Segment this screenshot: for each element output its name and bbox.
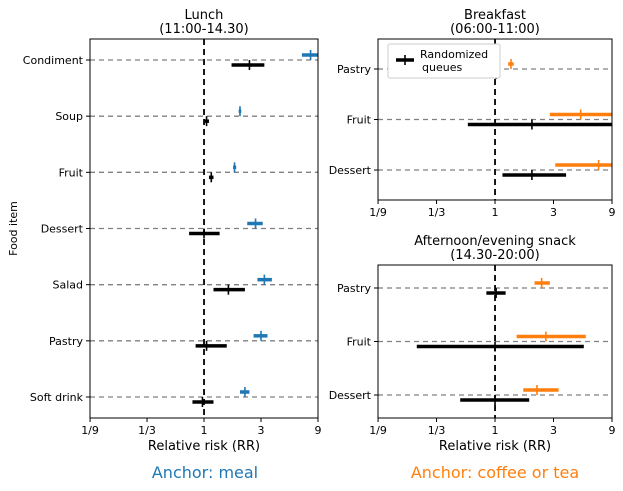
x-axis-label: Relative risk (RR) — [439, 439, 551, 454]
x-tick-label: 1/3 — [428, 424, 446, 437]
panel-breakfast: Breakfast(06:00-11:00) Pastry Fruit Dessert… — [329, 8, 616, 219]
x-tick-label: 3 — [550, 424, 557, 437]
y-tick-label: Dessert — [329, 389, 372, 402]
x-tick-label: 1/9 — [369, 424, 387, 437]
x-tick-label: 3 — [258, 424, 265, 437]
x-tick-label: 9 — [609, 206, 616, 219]
chart-title: Lunch — [185, 8, 224, 23]
caption-anchor-coffee: Anchor: coffee or tea — [410, 463, 580, 482]
panel-lunch: Lunch(11:00-14.30) Condiment Soup Fruit Dess… — [7, 8, 322, 454]
x-tick-label: 1/3 — [428, 206, 446, 219]
plot-frame — [377, 38, 613, 201]
y-tick-label: Pastry — [337, 63, 371, 76]
legend-label: Randomized queues — [420, 48, 488, 74]
plot-frame — [377, 264, 613, 419]
x-tick-label: 9 — [609, 424, 616, 437]
x-tick-label: 1/9 — [369, 206, 387, 219]
x-tick-label: 1 — [492, 206, 499, 219]
y-tick-label: Fruit — [59, 166, 84, 179]
chart-subtitle: (06:00-11:00) — [450, 22, 540, 37]
legend-label-line-2: queues — [422, 61, 462, 74]
y-tick-label: Dessert — [329, 164, 372, 177]
y-tick-label: Pastry — [337, 282, 371, 295]
x-tick-label: 9 — [315, 424, 322, 437]
y-tick-label: Salad — [52, 279, 83, 292]
caption-anchor-meal: Anchor: meal — [151, 463, 259, 482]
chart-subtitle: (14.30-20:00) — [450, 248, 540, 263]
x-axis-label: Relative risk (RR) — [148, 439, 260, 454]
y-tick-label: Soup — [55, 110, 83, 123]
y-tick-label: Soft drink — [30, 391, 84, 404]
y-tick-label: Fruit — [347, 114, 372, 127]
x-tick-label: 3 — [550, 206, 557, 219]
panel-afternoon-evening-snack: Afternoon/evening snack(14.30-20:00) Past… — [329, 234, 616, 454]
x-tick-label: 1/3 — [138, 424, 156, 437]
chart-title: Breakfast — [464, 8, 526, 23]
legend-label-line-1: Randomized — [420, 48, 488, 61]
x-tick-label: 1 — [201, 424, 208, 437]
chart-subtitle: (11:00-14.30) — [159, 22, 249, 37]
y-tick-label: Fruit — [347, 336, 372, 349]
plot-frame — [89, 38, 319, 419]
legend-box — [387, 43, 501, 79]
y-tick-label: Pastry — [49, 335, 83, 348]
x-tick-label: 1/9 — [81, 424, 99, 437]
x-tick-label: 1 — [492, 424, 499, 437]
chart-title: Afternoon/evening snack — [414, 234, 576, 249]
y-axis-label: Food item — [7, 201, 20, 256]
y-tick-label: Dessert — [41, 223, 84, 236]
y-tick-label: Condiment — [23, 54, 84, 67]
